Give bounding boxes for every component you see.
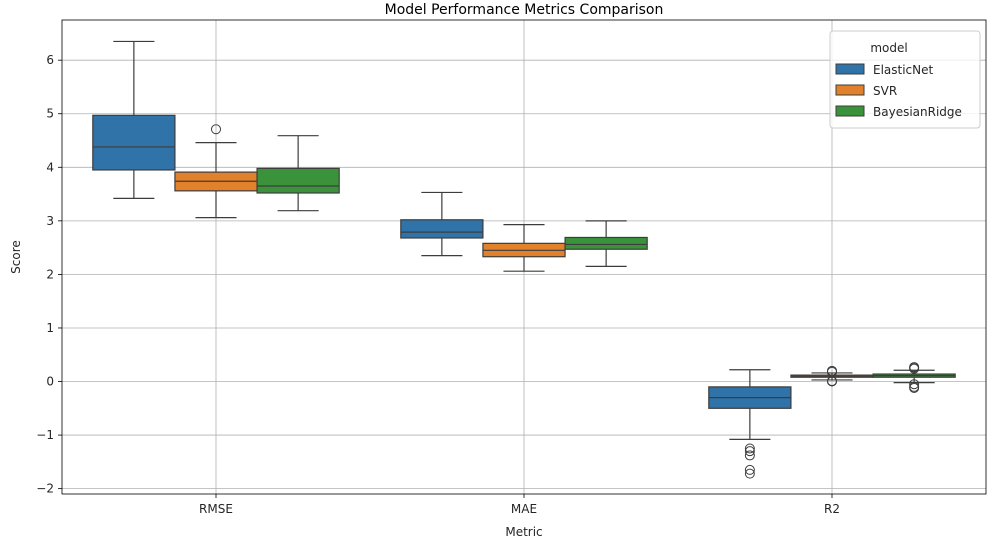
outlier-point: [909, 362, 920, 373]
y-axis: −2 −1 0 1 2 3 4 5 6: [36, 53, 62, 496]
x-axis-title: Metric: [505, 525, 542, 539]
y-tick-label: 3: [46, 214, 54, 228]
outlier-point: [827, 375, 837, 386]
y-tick-label: 2: [46, 267, 54, 281]
box-BayesianRidge-RMSE: [256, 135, 340, 212]
box-ElasticNet-MAE: [400, 191, 484, 257]
outlier-point: [909, 382, 920, 393]
outlier-point: [744, 450, 755, 461]
outlier-point: [909, 379, 920, 390]
y-tick-label: 0: [46, 375, 54, 389]
legend-label-ElasticNet: ElasticNet: [873, 63, 934, 77]
x-axis: RMSE MAE R2: [199, 494, 840, 516]
y-tick-label: 4: [46, 160, 54, 174]
outlier-point: [744, 446, 755, 457]
legend-entries: ElasticNet SVR BayesianRidge: [835, 63, 962, 119]
box-ElasticNet-R2: [708, 369, 792, 479]
box-body: [400, 219, 484, 239]
outlier-point: [211, 124, 221, 135]
y-axis-title: Score: [9, 240, 23, 274]
box-SVR-RMSE: [174, 124, 258, 219]
legend-label-BayesianRidge: BayesianRidge: [873, 105, 962, 119]
outlier-point: [744, 443, 755, 454]
x-tick-label: RMSE: [199, 502, 233, 516]
chart-title: Model Performance Metrics Comparison: [385, 2, 664, 18]
legend: model ElasticNet SVR BayesianRidge: [829, 30, 981, 129]
legend-frame: [829, 30, 981, 129]
legend-swatch-SVR: [835, 84, 865, 96]
outlier-point: [744, 468, 755, 479]
y-tick-label: 6: [46, 53, 54, 67]
box-layer: [92, 40, 956, 479]
box-ElasticNet-RMSE: [92, 40, 176, 199]
y-tick-label: 5: [46, 107, 54, 121]
box-body: [92, 114, 176, 171]
box-body: [564, 236, 648, 250]
legend-label-SVR: SVR: [873, 84, 897, 98]
outlier-point: [744, 464, 755, 475]
legend-title: model: [870, 41, 907, 55]
box-SVR-MAE: [482, 223, 566, 272]
y-tick-label: −2: [36, 482, 54, 496]
box-BayesianRidge-MAE: [564, 220, 648, 267]
x-tick-label: MAE: [511, 502, 537, 516]
legend-swatch-BayesianRidge: [835, 105, 865, 117]
y-tick-label: 1: [46, 321, 54, 335]
legend-swatch-ElasticNet: [835, 63, 865, 75]
x-tick-label: R2: [824, 502, 840, 516]
y-tick-label: −1: [36, 428, 54, 442]
box-body: [256, 167, 340, 194]
box-BayesianRidge-R2: [872, 362, 956, 393]
